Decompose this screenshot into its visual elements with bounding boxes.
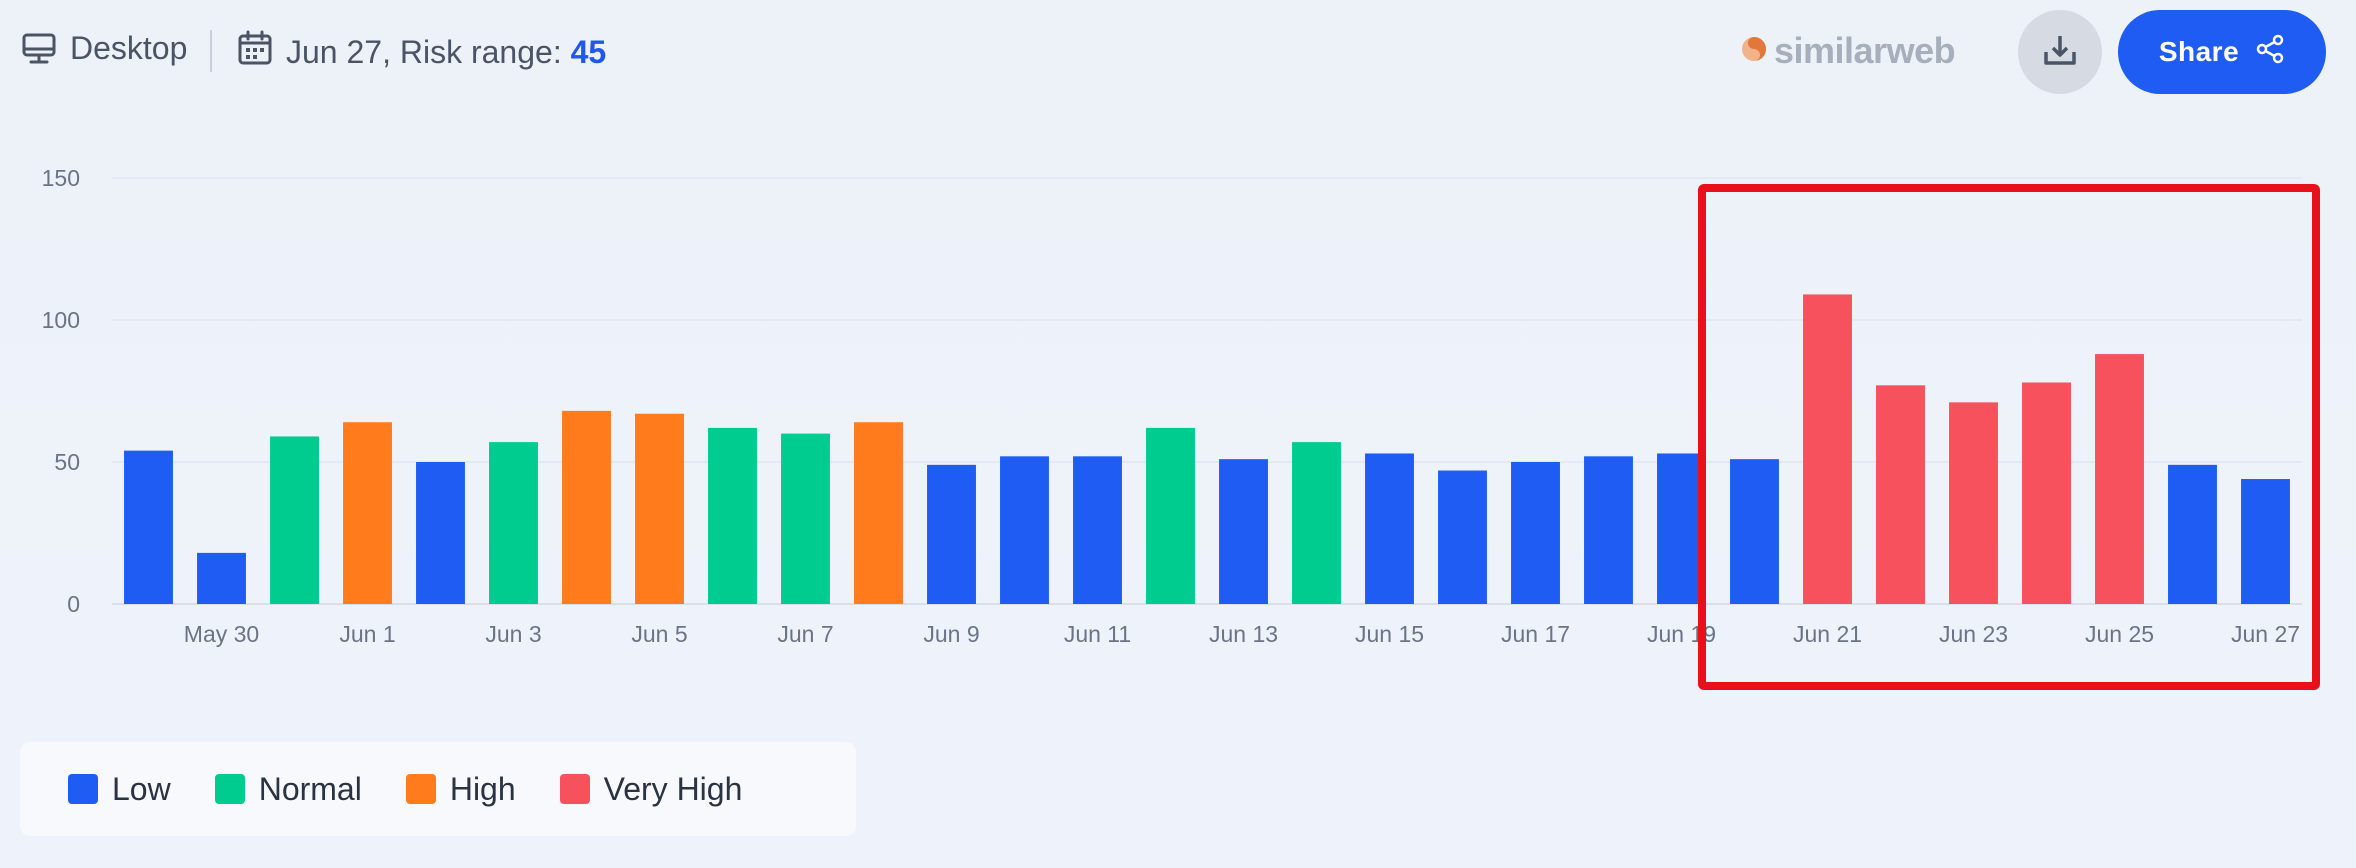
similarweb-logo: similarweb xyxy=(1740,30,1956,72)
y-tick-label: 100 xyxy=(42,307,80,333)
y-axis-ticks: 0 50 100 150 xyxy=(42,165,80,617)
x-tick-label: Jun 11 xyxy=(1064,621,1131,647)
bar-jun-13[interactable] xyxy=(1219,459,1268,604)
legend-item-normal[interactable]: Normal xyxy=(214,770,362,808)
x-tick-label: Jun 13 xyxy=(1209,621,1278,647)
legend-item-high[interactable]: High xyxy=(405,770,516,808)
bar-jun-20[interactable] xyxy=(1730,459,1779,604)
bar-jun-2[interactable] xyxy=(416,462,465,604)
bar-jun-1[interactable] xyxy=(343,422,392,604)
legend-swatch-high xyxy=(405,774,436,804)
x-tick-label: Jun 19 xyxy=(1647,621,1716,647)
bar-jun-18[interactable] xyxy=(1584,456,1633,604)
bar-may-31[interactable] xyxy=(270,436,319,604)
y-tick-label: 0 xyxy=(67,591,80,617)
date-prefix: Jun 27, Risk range: xyxy=(286,33,571,70)
bar-jun-21[interactable] xyxy=(1803,294,1852,604)
bar-may-30[interactable] xyxy=(197,552,246,604)
bars xyxy=(124,294,2290,604)
legend-item-low[interactable]: Low xyxy=(68,771,171,808)
bar-jun-10[interactable] xyxy=(1000,456,1049,604)
bar-jun-5[interactable] xyxy=(635,413,684,604)
bar-jun-8[interactable] xyxy=(854,422,903,604)
bar-jun-3[interactable] xyxy=(489,442,538,604)
date-risk-info: Jun 27, Risk range: 45 xyxy=(238,30,606,74)
legend-label-high: High xyxy=(449,770,516,807)
bar-jun-25[interactable] xyxy=(2095,354,2144,604)
header-divider xyxy=(210,30,212,72)
bar-jun-19[interactable] xyxy=(1657,453,1706,604)
bar-jun-17[interactable] xyxy=(1511,462,1560,604)
risk-range-value: 45 xyxy=(570,33,607,70)
bar-jun-26[interactable] xyxy=(2168,464,2217,604)
download-icon xyxy=(2042,32,2078,73)
download-button[interactable] xyxy=(2018,10,2102,94)
bar-jun-16[interactable] xyxy=(1438,470,1487,604)
bar-jun-7[interactable] xyxy=(781,433,830,604)
x-tick-label: Jun 27 xyxy=(2231,621,2300,647)
risk-bar-chart: 0 50 100 150 May 30 Jun 1 Jun 3 Jun 5 Jun 7 Jun … xyxy=(0,110,2356,710)
logo-text: similarweb xyxy=(1774,30,1956,71)
bar-jun-4[interactable] xyxy=(562,410,611,604)
legend-label-normal: Normal xyxy=(258,770,362,807)
legend-label-low: Low xyxy=(112,770,171,807)
legend-label-very-high: Very High xyxy=(603,770,743,807)
bar-jun-9[interactable] xyxy=(927,464,976,604)
x-tick-label: Jun 1 xyxy=(339,621,395,647)
share-icon xyxy=(2255,34,2285,71)
top-bar: Desktop Jun 27, Risk range: 45 xyxy=(0,0,2356,110)
grid-lines xyxy=(112,177,2302,605)
bar-jun-24[interactable] xyxy=(2022,382,2071,604)
bar-jun-27[interactable] xyxy=(2241,479,2290,604)
bar-jun-23[interactable] xyxy=(1949,402,1998,604)
x-tick-label: Jun 17 xyxy=(1501,621,1570,647)
legend-swatch-very-high xyxy=(559,774,590,804)
bar-jun-14[interactable] xyxy=(1292,442,1341,604)
share-button-label: Share xyxy=(2158,36,2240,67)
monitor-icon xyxy=(22,33,56,65)
device-label: Desktop xyxy=(70,30,188,66)
legend-item-very-high[interactable]: Very High xyxy=(559,770,743,808)
x-tick-label: Jun 7 xyxy=(777,621,833,647)
bar-jun-11[interactable] xyxy=(1073,456,1122,604)
x-tick-label: May 30 xyxy=(184,621,259,647)
date-risk-text: Jun 27, Risk range: 45 xyxy=(286,34,606,71)
share-button[interactable]: Share xyxy=(2118,10,2326,94)
calendar-icon xyxy=(238,30,272,74)
x-tick-label: Jun 23 xyxy=(1939,621,2008,647)
x-tick-label: Jun 25 xyxy=(2085,621,2154,647)
chart-legend: Low Normal High Very High xyxy=(20,742,856,836)
legend-swatch-normal xyxy=(214,774,245,804)
x-tick-label: Jun 9 xyxy=(923,621,979,647)
bar-may-29[interactable] xyxy=(124,450,173,604)
legend-swatch-low xyxy=(68,774,98,804)
similarweb-logo-icon xyxy=(1740,30,1768,72)
x-tick-label: Jun 21 xyxy=(1793,621,1862,647)
x-tick-label: Jun 15 xyxy=(1355,621,1424,647)
x-tick-label: Jun 3 xyxy=(485,621,541,647)
bar-jun-15[interactable] xyxy=(1365,453,1414,604)
bar-jun-6[interactable] xyxy=(708,427,757,604)
bar-jun-12[interactable] xyxy=(1146,427,1195,604)
y-tick-label: 150 xyxy=(42,165,80,191)
bar-jun-22[interactable] xyxy=(1876,385,1925,604)
x-axis-ticks: May 30 Jun 1 Jun 3 Jun 5 Jun 7 Jun 9 Jun 11 Jun… xyxy=(184,621,2300,647)
device-selector[interactable]: Desktop xyxy=(22,30,187,67)
x-tick-label: Jun 5 xyxy=(631,621,687,647)
y-tick-label: 50 xyxy=(54,449,80,475)
chart-canvas: 0 50 100 150 May 30 Jun 1 Jun 3 Jun 5 Jun 7 Jun … xyxy=(42,165,2302,647)
